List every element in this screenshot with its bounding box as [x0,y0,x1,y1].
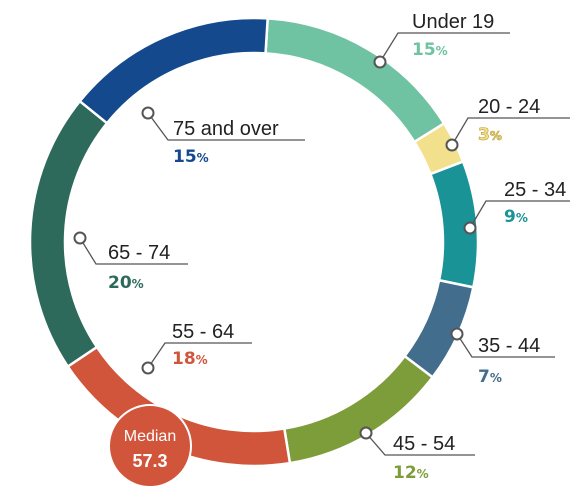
leader-dot-25-34 [463,221,477,235]
slice-under-19 [264,17,446,144]
leader-dot-55-64 [141,361,155,375]
leader-dot-35-44 [450,327,464,341]
value-label-55-64: 18% [172,349,208,369]
category-label-under-19: Under 19 [412,11,494,33]
leader-dot-45-54 [359,426,373,440]
leader-line-75-and-over [147,112,305,141]
slice-65-74 [28,99,109,369]
leader-line-35-44 [456,333,555,358]
value-label-25-34: 9% [504,207,528,227]
median-badge-circle [108,404,192,488]
leader-line-65-74 [79,237,188,265]
leader-dot-20-24 [445,138,459,152]
category-label-45-54: 45 - 54 [393,433,455,455]
value-label-65-74: 20% [108,273,144,293]
leader-line-45-54 [365,432,475,456]
leader-dot-75-and-over [141,106,155,120]
category-label-55-64: 55 - 64 [172,321,234,343]
category-label-25-34: 25 - 34 [504,179,566,201]
median-badge: Median 57.3 [108,404,192,488]
donut-slices [28,16,480,468]
value-label-20-24: 3% [478,125,502,145]
leader-dot-under-19 [373,55,387,69]
value-label-under-19: 15% [412,40,448,60]
leader-line-25-34 [469,200,570,229]
leader-line-55-64 [147,342,252,369]
category-label-75-and-over: 75 and over [173,118,279,140]
leader-dot-65-74 [73,231,87,245]
category-label-65-74: 65 - 74 [108,242,170,264]
value-label-45-54: 12% [393,463,429,483]
leader-line-under-19 [379,32,510,63]
slice-75-and-over [78,16,269,125]
median-value: 57.3 [132,451,167,471]
value-label-75-and-over: 15% [173,147,209,167]
median-label: Median [124,428,176,445]
category-label-20-24: 20 - 24 [478,96,540,118]
value-label-35-44: 7% [478,367,502,387]
leader-line-20-24 [451,117,570,146]
category-label-35-44: 35 - 44 [478,335,540,357]
slice-labels: Under 19 15% 20 - 24 3% 25 - 34 9% 35 - 44 7% 45… [108,11,566,483]
label-leaders [73,32,570,456]
